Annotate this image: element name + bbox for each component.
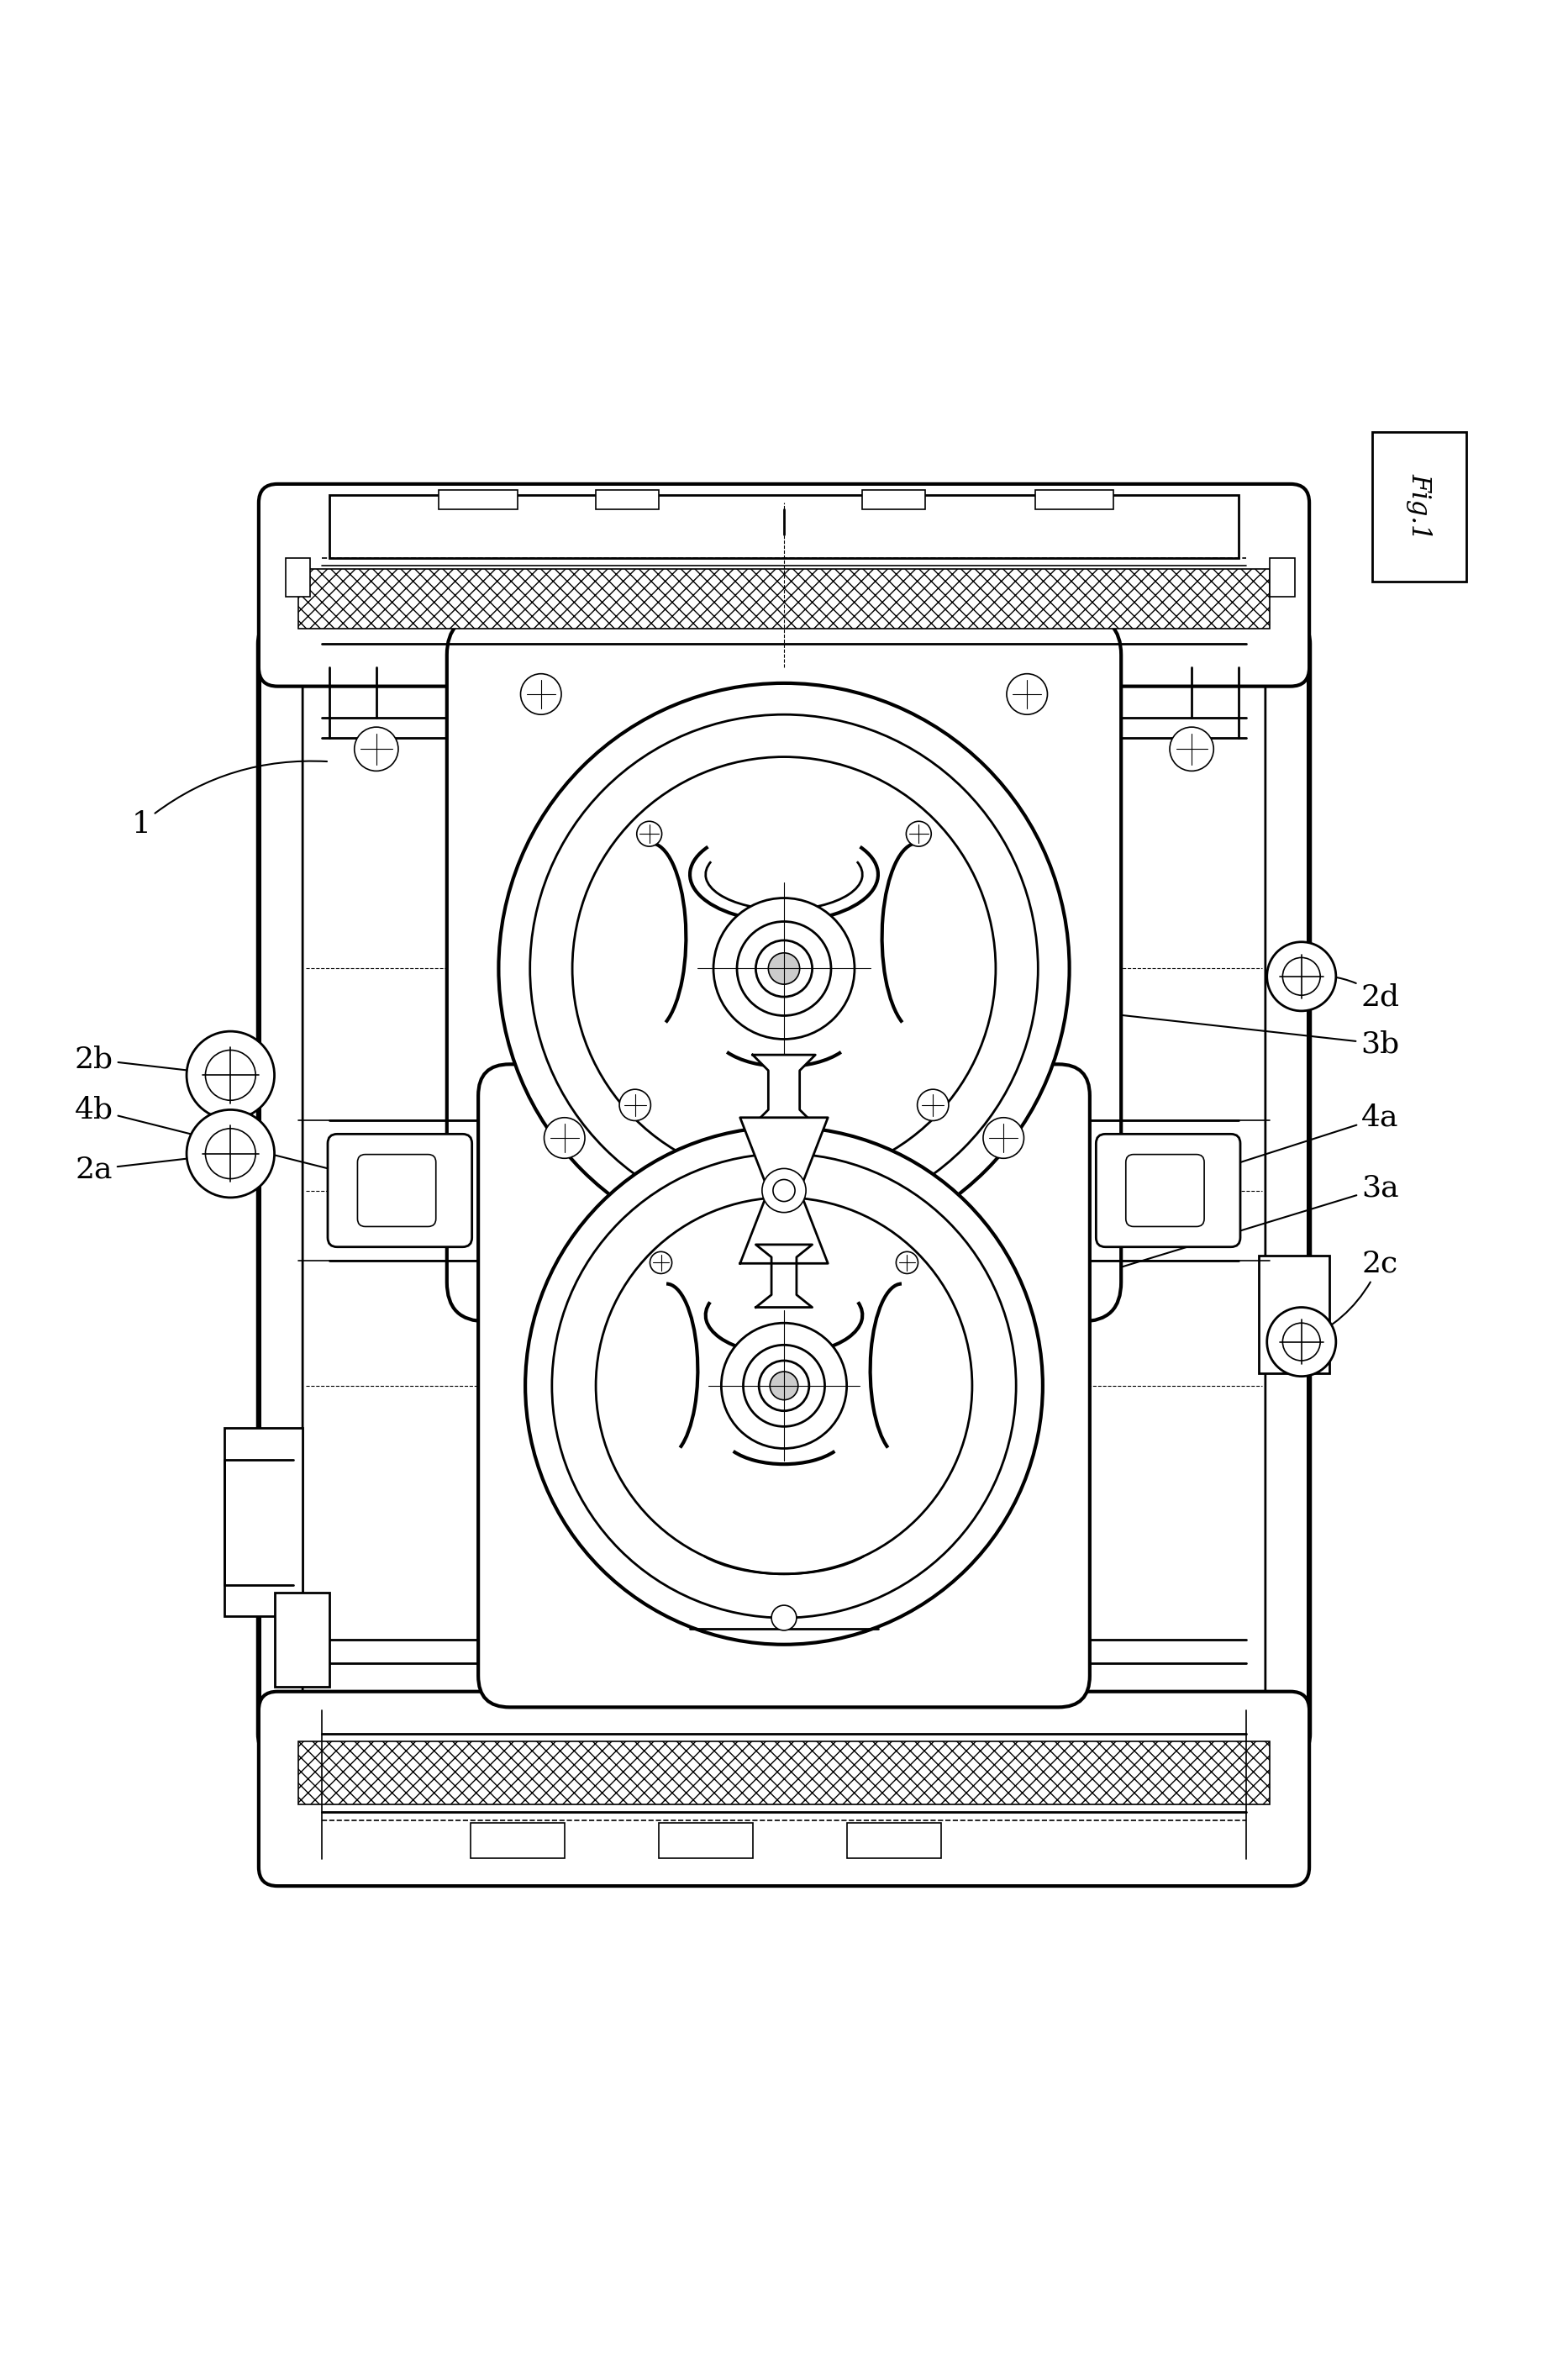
Circle shape: [768, 953, 800, 984]
Bar: [298, 1742, 1270, 1804]
Bar: [439, 491, 517, 510]
Polygon shape: [740, 1119, 828, 1263]
Circle shape: [1007, 673, 1047, 713]
Circle shape: [205, 1128, 256, 1178]
Circle shape: [759, 1360, 809, 1410]
Text: Fig.1: Fig.1: [1406, 474, 1432, 540]
Bar: [862, 491, 925, 510]
Circle shape: [906, 822, 931, 846]
FancyBboxPatch shape: [1126, 1154, 1204, 1228]
Polygon shape: [756, 1244, 812, 1308]
Bar: [659, 1823, 753, 1858]
Circle shape: [1283, 957, 1320, 995]
FancyBboxPatch shape: [259, 621, 1309, 1759]
Circle shape: [544, 1119, 585, 1159]
Circle shape: [771, 1604, 797, 1631]
Text: 2c: 2c: [1303, 1249, 1399, 1341]
Text: 2b: 2b: [75, 1045, 229, 1076]
Circle shape: [713, 898, 855, 1038]
FancyBboxPatch shape: [478, 1064, 1090, 1706]
Circle shape: [895, 1251, 917, 1273]
FancyBboxPatch shape: [259, 483, 1309, 687]
Text: 2d: 2d: [1303, 976, 1399, 1012]
Bar: [1259, 1256, 1330, 1372]
Circle shape: [756, 941, 812, 998]
Circle shape: [552, 1154, 1016, 1619]
Bar: [1372, 431, 1466, 581]
Circle shape: [743, 1344, 825, 1427]
Circle shape: [521, 673, 561, 713]
Circle shape: [619, 1090, 651, 1121]
FancyBboxPatch shape: [358, 1154, 436, 1228]
FancyBboxPatch shape: [303, 649, 1265, 1721]
Circle shape: [187, 1109, 274, 1197]
Bar: [224, 1429, 303, 1616]
Bar: [290, 652, 1278, 1725]
Bar: [285, 557, 310, 597]
Text: 3a: 3a: [1083, 1173, 1399, 1277]
Text: 1: 1: [132, 761, 328, 839]
Circle shape: [205, 1050, 256, 1100]
FancyBboxPatch shape: [259, 1692, 1309, 1887]
Circle shape: [1267, 941, 1336, 1012]
Bar: [1035, 491, 1113, 510]
Bar: [1270, 557, 1295, 597]
Text: 4a: 4a: [1154, 1104, 1399, 1190]
Bar: [596, 491, 659, 510]
Circle shape: [187, 1031, 274, 1119]
Circle shape: [737, 922, 831, 1017]
Bar: [274, 1593, 329, 1687]
Bar: [847, 1823, 941, 1858]
Circle shape: [530, 713, 1038, 1223]
FancyBboxPatch shape: [1096, 1133, 1240, 1247]
Circle shape: [917, 1090, 949, 1121]
Text: 4b: 4b: [75, 1095, 414, 1190]
Bar: [298, 569, 1270, 628]
Text: 2a: 2a: [75, 1154, 229, 1183]
Circle shape: [572, 756, 996, 1180]
Circle shape: [354, 728, 398, 770]
Circle shape: [637, 822, 662, 846]
FancyBboxPatch shape: [447, 616, 1121, 1322]
Circle shape: [762, 1168, 806, 1213]
Circle shape: [721, 1322, 847, 1448]
Circle shape: [983, 1119, 1024, 1159]
Circle shape: [773, 1180, 795, 1202]
Circle shape: [525, 1128, 1043, 1645]
Circle shape: [1283, 1322, 1320, 1360]
Circle shape: [1170, 728, 1214, 770]
Circle shape: [651, 1251, 673, 1273]
Circle shape: [770, 1372, 798, 1401]
Polygon shape: [753, 1055, 815, 1126]
Circle shape: [1267, 1308, 1336, 1377]
FancyBboxPatch shape: [328, 1133, 472, 1247]
Circle shape: [499, 683, 1069, 1254]
Text: 3b: 3b: [1099, 1012, 1399, 1057]
Circle shape: [596, 1197, 972, 1574]
Bar: [470, 1823, 564, 1858]
Bar: [329, 495, 1239, 557]
